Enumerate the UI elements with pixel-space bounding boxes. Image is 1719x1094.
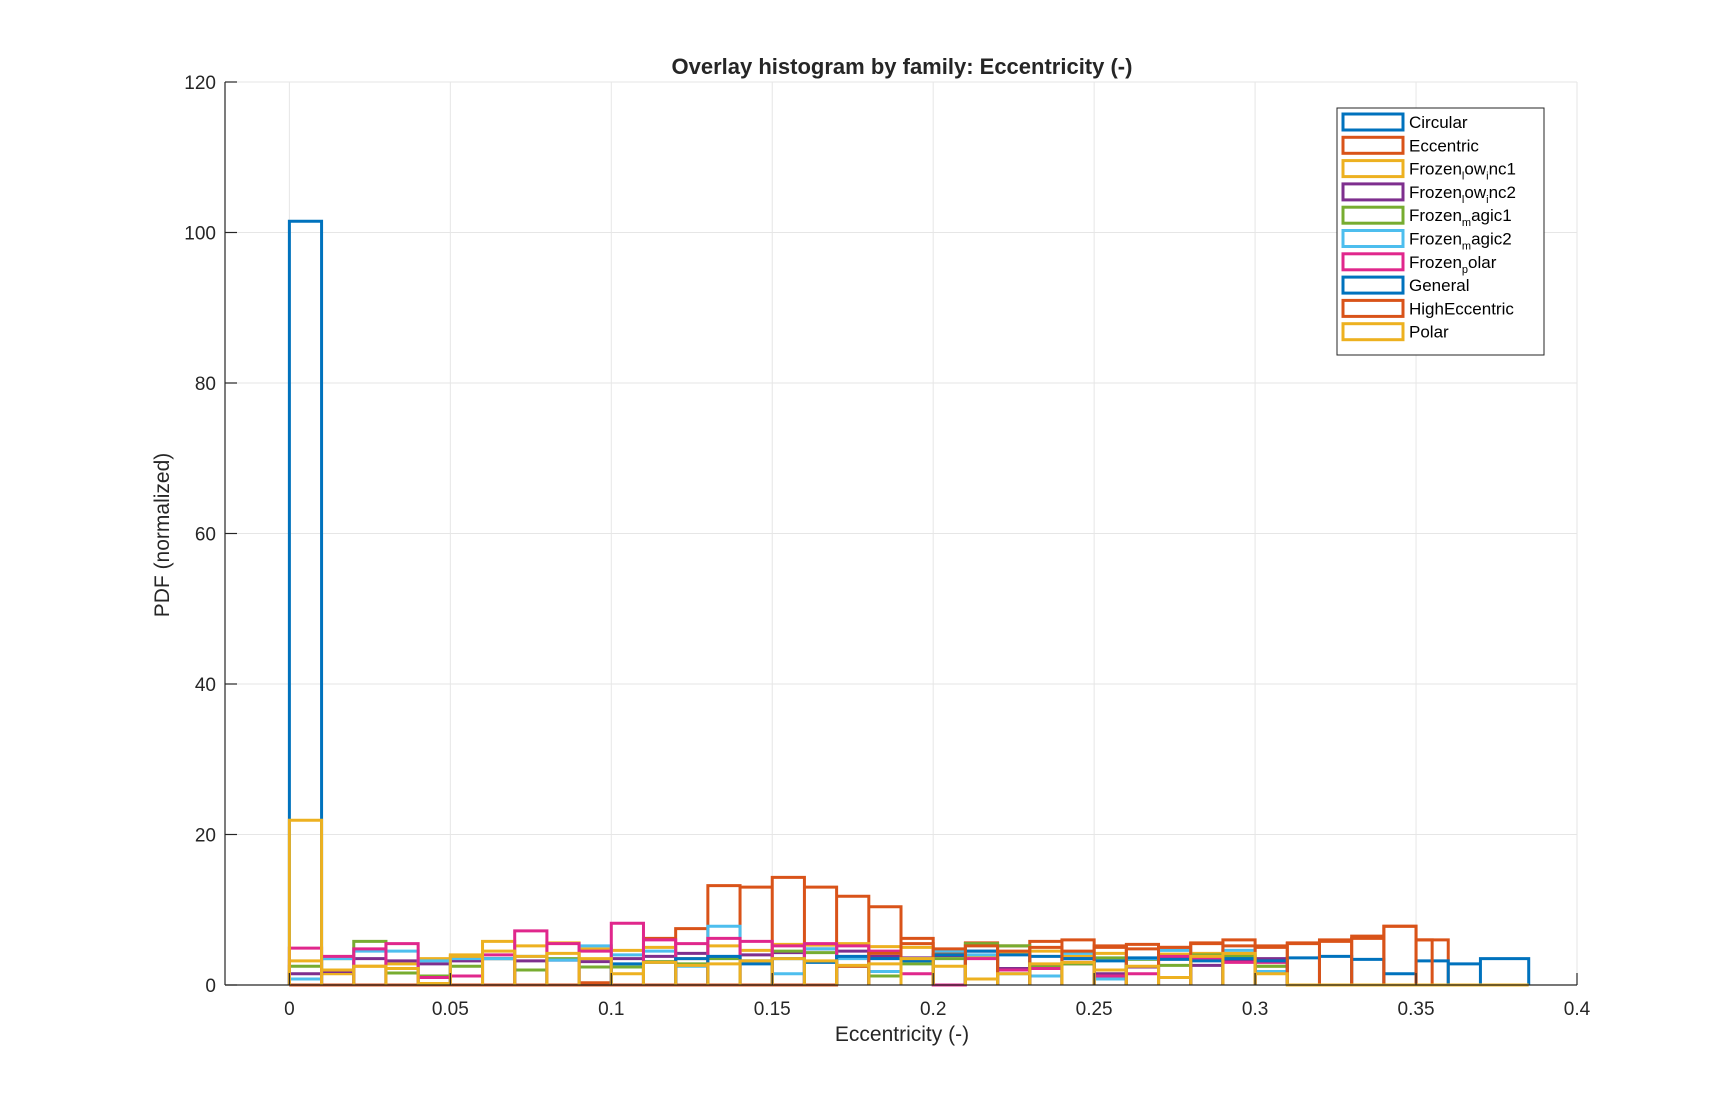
y-tick-label: 80 xyxy=(195,374,216,395)
legend-swatch xyxy=(1341,135,1405,155)
legend-label: General xyxy=(1409,276,1469,295)
y-tick-label: 100 xyxy=(184,224,216,245)
legend-swatch xyxy=(1341,112,1405,132)
legend-label: Frozenlowinc2 xyxy=(1409,183,1516,206)
legend-label: HighEccentric xyxy=(1409,299,1514,318)
legend-label: Frozenlowinc1 xyxy=(1409,160,1516,183)
legend-swatch xyxy=(1341,275,1405,295)
legend-label: Polar xyxy=(1409,323,1449,342)
x-tick-label: 0.35 xyxy=(1398,999,1435,1020)
legend-label: Eccentric xyxy=(1409,136,1479,155)
y-tick-label: 20 xyxy=(195,826,216,847)
y-tick-label: 0 xyxy=(205,976,216,997)
legend-swatch xyxy=(1341,205,1405,225)
x-tick-label: 0.1 xyxy=(598,999,624,1020)
legend: Circular Eccentric Frozenlowinc1Frozenlowi… xyxy=(1336,107,1545,356)
legend-label: Frozenmagic1 xyxy=(1409,206,1512,229)
legend-label: Frozenmagic2 xyxy=(1409,230,1512,253)
x-tick-label: 0.2 xyxy=(920,999,946,1020)
x-tick-label: 0.05 xyxy=(432,999,469,1020)
x-tick-label: 0.3 xyxy=(1242,999,1268,1020)
legend-swatch xyxy=(1341,298,1405,318)
legend-swatch xyxy=(1341,322,1405,342)
legend-label: Circular xyxy=(1409,113,1468,132)
y-tick-label: 40 xyxy=(195,675,216,696)
x-tick-label: 0 xyxy=(284,999,295,1020)
legend-swatch xyxy=(1341,229,1405,248)
x-tick-label: 0.15 xyxy=(754,999,791,1020)
y-tick-label: 60 xyxy=(195,525,216,546)
legend-label: Frozenpolar xyxy=(1409,253,1497,276)
legend-swatch xyxy=(1341,252,1405,272)
y-tick-label: 120 xyxy=(184,73,216,94)
series-circular xyxy=(287,219,324,985)
y-axis-title: PDF (normalized) xyxy=(151,453,174,618)
x-tick-label: 0.4 xyxy=(1564,999,1591,1020)
legend-swatch xyxy=(1341,159,1405,179)
x-axis-title: Eccentricity (-) xyxy=(835,1023,969,1046)
tick-labels: 0 0.05 0.1 0.15 0.2 0.25 0.3 0.35 0.4 0 20 40 60 80 10… xyxy=(184,73,1590,1020)
x-tick-label: 0.25 xyxy=(1076,999,1113,1020)
chart-title: Overlay histogram by family: Eccentricit… xyxy=(672,54,1133,79)
legend-swatch xyxy=(1341,182,1405,202)
